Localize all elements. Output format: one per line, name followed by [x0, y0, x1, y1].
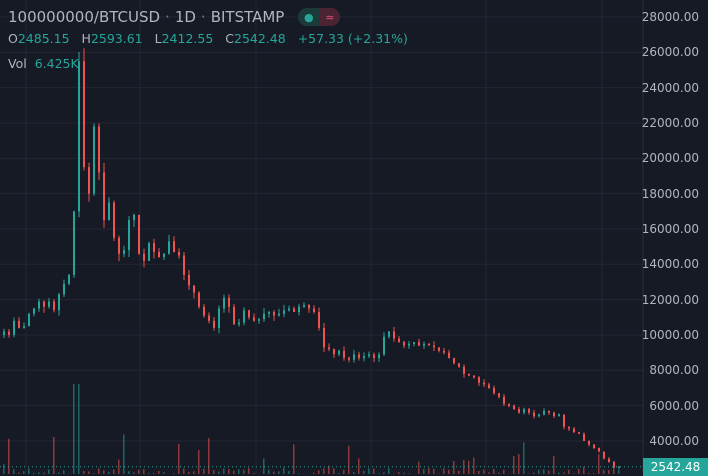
last-price-label: 2542.48 [643, 458, 708, 476]
exchange-label: BITSTAMP [211, 8, 285, 26]
symbol-title-row: 100000000/BTCUSD · 1D · BITSTAMP ● ≈ [8, 6, 416, 28]
price-tick: 26000.00 [642, 45, 699, 59]
symbol-name[interactable]: 100000000/BTCUSD [8, 8, 160, 26]
volume-legend: Vol 6.425K [8, 56, 416, 71]
low-value: 2412.55 [162, 31, 214, 46]
change-value: +57.33 (+2.31%) [298, 31, 408, 46]
high-label: H [82, 31, 91, 46]
price-tick: 10000.00 [642, 328, 699, 342]
price-tick: 18000.00 [642, 187, 699, 201]
volume-value: 6.425K [35, 56, 79, 71]
open-label: O [8, 31, 18, 46]
price-tick: 14000.00 [642, 257, 699, 271]
separator: · [201, 8, 206, 26]
high-value: 2593.61 [91, 31, 143, 46]
interval-label[interactable]: 1D [175, 8, 196, 26]
low-label: L [155, 31, 162, 46]
ohlc-values: O2485.15 H2593.61 L2412.55 C2542.48 +57.… [8, 31, 416, 46]
market-status-dot-icon[interactable]: ● [298, 8, 319, 26]
price-tick: 6000.00 [649, 399, 699, 413]
price-tick: 28000.00 [642, 10, 699, 24]
delayed-data-icon[interactable]: ≈ [319, 8, 340, 26]
price-tick: 22000.00 [642, 116, 699, 130]
volume-label: Vol [8, 56, 27, 71]
separator: · [165, 8, 170, 26]
price-tick: 16000.00 [642, 222, 699, 236]
price-tick: 8000.00 [649, 363, 699, 377]
price-tick: 12000.00 [642, 293, 699, 307]
price-tick: 20000.00 [642, 151, 699, 165]
close-value: 2542.48 [234, 31, 286, 46]
price-tick: 4000.00 [649, 434, 699, 448]
status-pill[interactable]: ● ≈ [298, 8, 340, 26]
close-label: C [225, 31, 234, 46]
open-value: 2485.15 [18, 31, 70, 46]
price-tick: 24000.00 [642, 81, 699, 95]
price-axis[interactable]: 28000.00 26000.00 24000.00 22000.00 20000.00… [643, 0, 708, 474]
chart-legend: 100000000/BTCUSD · 1D · BITSTAMP ● ≈ O24… [8, 6, 416, 71]
